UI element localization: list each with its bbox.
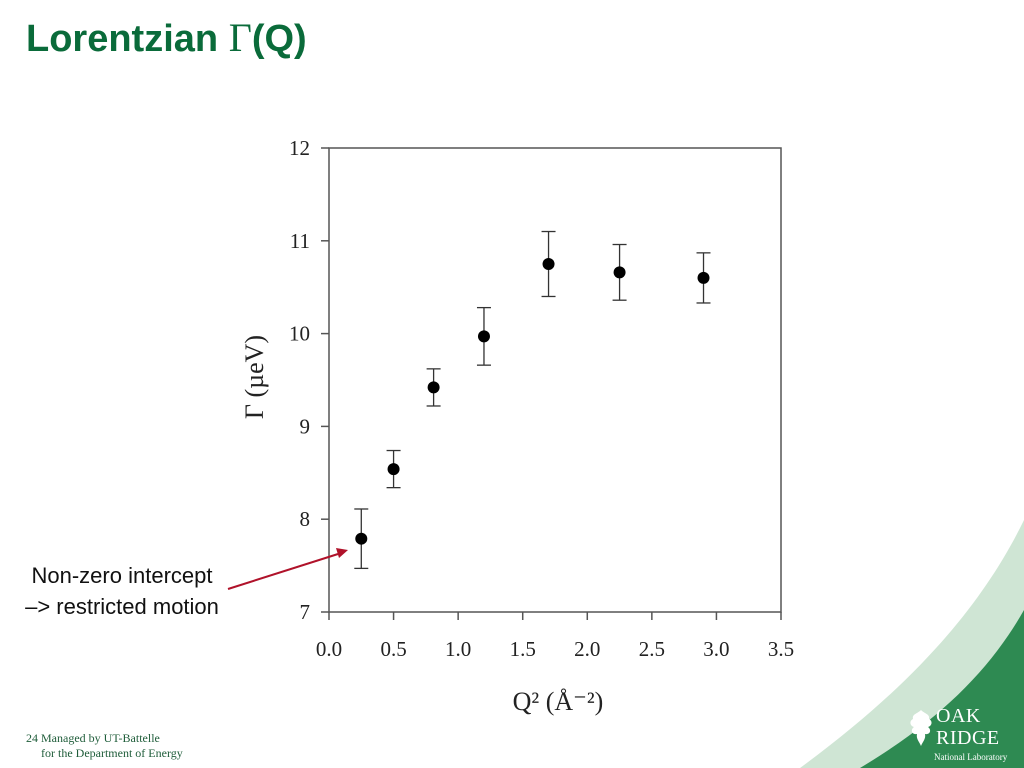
- logo-subtitle: National Laboratory: [934, 752, 1008, 762]
- annotation: Non-zero intercept –> restricted motion: [25, 548, 348, 619]
- x-axis-title: Q² (Å⁻²): [513, 687, 604, 716]
- data-point: [542, 258, 555, 270]
- logo-word1: OAK: [936, 705, 981, 727]
- plot-layer: 0.0 0.5 1.0 1.5 2.0 2.5 3.0 3.5 7 8 9 10 11 12 Q² (Å⁻²…: [240, 136, 794, 716]
- corner-swoosh: [860, 610, 1024, 768]
- x-tick-label: 3.5: [768, 637, 794, 661]
- y-tick-label: 7: [300, 600, 311, 624]
- logo-word2: RIDGE: [936, 727, 1000, 749]
- y-tick-label: 11: [290, 229, 310, 253]
- annotation-line1: Non-zero intercept: [32, 563, 213, 588]
- title-text: Lorentzian: [26, 18, 229, 60]
- plot-frame: [328, 147, 782, 613]
- y-tick-label: 9: [300, 414, 311, 438]
- x-tick-label: 1.0: [445, 637, 471, 661]
- data-point: [387, 463, 400, 476]
- data-point: [427, 381, 440, 394]
- ornl-logo: OAK RIDGE National Laboratory: [906, 704, 1016, 764]
- x-tick-label: 0.5: [380, 637, 406, 661]
- y-tick-label: 12: [289, 136, 310, 160]
- x-tick-label: 2.5: [639, 637, 665, 661]
- data-point: [477, 330, 490, 343]
- data-point: [697, 271, 710, 284]
- footer-line2: for the Department of Energy: [41, 746, 183, 760]
- annotation-arrow-head: [336, 548, 348, 558]
- page-number: 24: [26, 731, 38, 745]
- data-point: [613, 266, 626, 279]
- slide-title: Lorentzian Γ(Q): [26, 14, 307, 61]
- title-suffix: (Q): [251, 18, 307, 60]
- data-point: [355, 532, 368, 545]
- title-gamma: Γ: [228, 15, 252, 60]
- footer: 24 Managed by UT-Battelle for the Departm…: [26, 731, 183, 761]
- annotation-arrow-line: [227, 553, 339, 590]
- x-tick-label: 1.5: [510, 637, 536, 661]
- y-tick-label: 8: [300, 507, 311, 531]
- oak-leaf-icon: [910, 710, 932, 746]
- x-tick-label: 3.0: [703, 637, 729, 661]
- y-axis-title: Γ (µeV): [240, 335, 269, 419]
- x-tick-label: 2.0: [574, 637, 600, 661]
- annotation-line2: –> restricted motion: [25, 594, 219, 619]
- footer-line1: Managed by UT-Battelle: [41, 731, 160, 745]
- x-tick-label: 0.0: [316, 637, 342, 661]
- y-tick-label: 10: [289, 322, 310, 346]
